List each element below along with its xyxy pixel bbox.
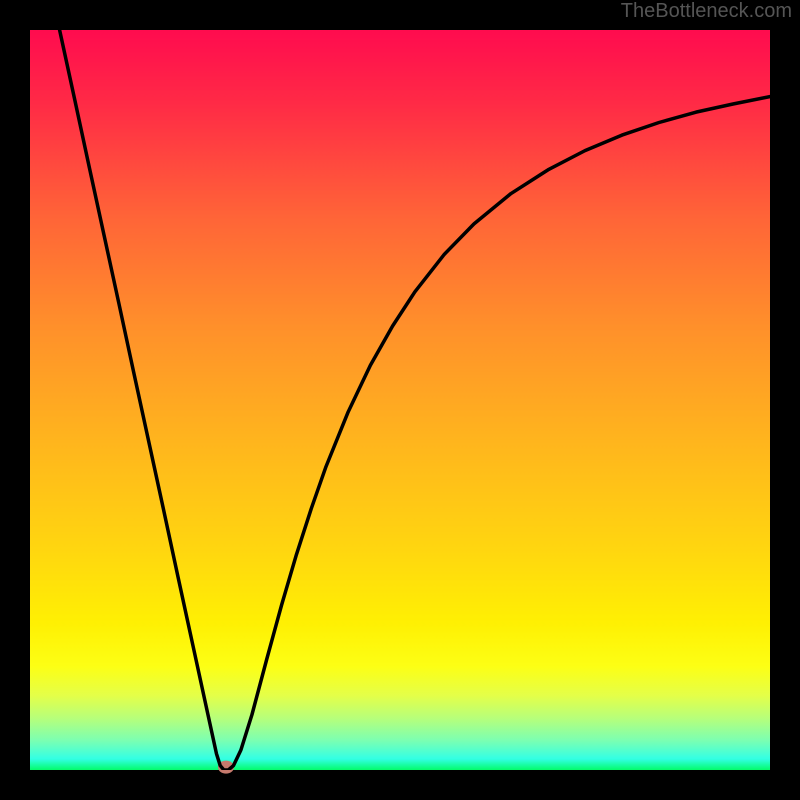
gradient-background bbox=[30, 30, 770, 770]
plot-area bbox=[30, 30, 770, 770]
attribution-label: TheBottleneck.com bbox=[621, 0, 792, 23]
optimal-point-marker bbox=[218, 761, 234, 774]
chart-frame: TheBottleneck.com bbox=[0, 0, 800, 800]
